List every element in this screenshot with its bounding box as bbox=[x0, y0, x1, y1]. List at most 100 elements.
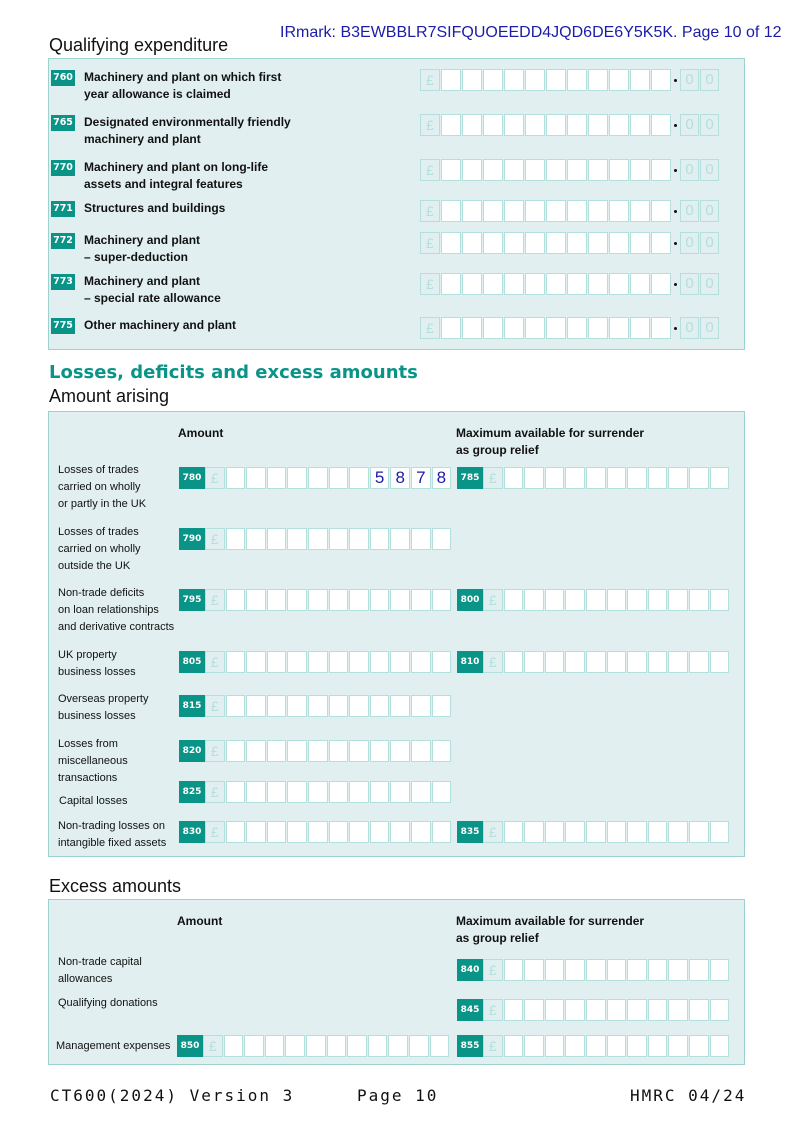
box-775-digit-cell[interactable] bbox=[504, 317, 524, 339]
box-785-digit-cell[interactable] bbox=[627, 467, 647, 489]
box-795-digit-cell[interactable] bbox=[287, 589, 307, 611]
box-855-digit-cell[interactable] bbox=[565, 1035, 585, 1057]
box-820-digit-cell[interactable] bbox=[411, 740, 431, 762]
box-825-digit-cell[interactable] bbox=[390, 781, 410, 803]
box-771-digit-cell[interactable] bbox=[546, 200, 566, 222]
box-855-digit-cell[interactable] bbox=[689, 1035, 709, 1057]
box-810-digit-cell[interactable] bbox=[627, 651, 647, 673]
box-850-digit-cell[interactable] bbox=[264, 1035, 285, 1057]
box-805-digit-cell[interactable] bbox=[266, 651, 287, 673]
box-795-digit-cell[interactable] bbox=[411, 589, 431, 611]
box-835-digit-cell[interactable] bbox=[586, 821, 606, 843]
box-760-digit-cell[interactable] bbox=[462, 69, 482, 91]
box-800-digit-cell[interactable] bbox=[503, 589, 524, 611]
box-765-digit-cell[interactable] bbox=[567, 114, 587, 136]
box-825-digit-cell[interactable] bbox=[431, 781, 452, 803]
box-770-digit-cell[interactable] bbox=[567, 159, 587, 181]
box-850-digit-cell[interactable] bbox=[367, 1035, 388, 1057]
box-840-digit-cell[interactable] bbox=[586, 959, 606, 981]
box-770-digit-cell[interactable] bbox=[651, 159, 671, 181]
box-765-digit-cell[interactable] bbox=[483, 114, 503, 136]
box-800-digit-cell[interactable] bbox=[627, 589, 647, 611]
box-810-digit-cell[interactable] bbox=[668, 651, 688, 673]
box-775-digit-cell[interactable] bbox=[609, 317, 629, 339]
box-825-digit-cell[interactable] bbox=[369, 781, 390, 803]
box-773-digit-cell[interactable] bbox=[630, 273, 650, 295]
box-830-digit-cell[interactable] bbox=[308, 821, 328, 843]
box-772-digit-cell[interactable] bbox=[609, 232, 629, 254]
box-775-digit-cell[interactable] bbox=[441, 317, 461, 339]
box-815-digit-cell[interactable] bbox=[390, 695, 410, 717]
box-795-digit-cell[interactable] bbox=[431, 589, 452, 611]
box-810-digit-cell[interactable] bbox=[606, 651, 627, 673]
box-855-digit-cell[interactable] bbox=[606, 1035, 627, 1057]
box-800-digit-cell[interactable] bbox=[689, 589, 709, 611]
box-765-digit-cell[interactable] bbox=[651, 114, 671, 136]
box-800-digit-cell[interactable] bbox=[606, 589, 627, 611]
box-840-digit-cell[interactable] bbox=[668, 959, 688, 981]
box-790-digit-cell[interactable] bbox=[308, 528, 328, 550]
box-845-digit-cell[interactable] bbox=[606, 999, 627, 1021]
box-815-digit-cell[interactable] bbox=[328, 695, 349, 717]
box-805-digit-cell[interactable] bbox=[369, 651, 390, 673]
box-770-digit-cell[interactable] bbox=[462, 159, 482, 181]
box-855-digit-cell[interactable] bbox=[647, 1035, 668, 1057]
box-773-digit-cell[interactable] bbox=[462, 273, 482, 295]
box-815-digit-cell[interactable] bbox=[266, 695, 287, 717]
box-810-digit-cell[interactable] bbox=[689, 651, 709, 673]
box-795-digit-cell[interactable] bbox=[266, 589, 287, 611]
box-771-digit-cell[interactable] bbox=[567, 200, 587, 222]
box-785-digit-cell[interactable] bbox=[586, 467, 606, 489]
box-771-digit-cell[interactable] bbox=[504, 200, 524, 222]
box-790-digit-cell[interactable] bbox=[328, 528, 349, 550]
box-770-digit-cell[interactable] bbox=[630, 159, 650, 181]
box-830-digit-cell[interactable] bbox=[390, 821, 410, 843]
box-780-digit-cell[interactable] bbox=[308, 467, 328, 489]
box-820-digit-cell[interactable] bbox=[246, 740, 266, 762]
box-835-digit-cell[interactable] bbox=[689, 821, 709, 843]
box-820-digit-cell[interactable] bbox=[431, 740, 452, 762]
box-800-digit-cell[interactable] bbox=[668, 589, 688, 611]
box-765-digit-cell[interactable] bbox=[525, 114, 545, 136]
box-790-digit-cell[interactable] bbox=[225, 528, 246, 550]
box-790-digit-cell[interactable] bbox=[246, 528, 266, 550]
box-772-digit-cell[interactable] bbox=[588, 232, 608, 254]
box-785-digit-cell[interactable] bbox=[503, 467, 524, 489]
box-800-digit-cell[interactable] bbox=[586, 589, 606, 611]
box-855-digit-cell[interactable] bbox=[668, 1035, 688, 1057]
box-855-digit-cell[interactable] bbox=[544, 1035, 565, 1057]
box-815-digit-cell[interactable] bbox=[349, 695, 369, 717]
box-825-digit-cell[interactable] bbox=[411, 781, 431, 803]
box-770-digit-cell[interactable] bbox=[609, 159, 629, 181]
box-790-digit-cell[interactable] bbox=[390, 528, 410, 550]
box-772-digit-cell[interactable] bbox=[462, 232, 482, 254]
box-805-digit-cell[interactable] bbox=[349, 651, 369, 673]
box-760-digit-cell[interactable] bbox=[525, 69, 545, 91]
box-835-digit-cell[interactable] bbox=[565, 821, 585, 843]
box-773-digit-cell[interactable] bbox=[483, 273, 503, 295]
box-773-digit-cell[interactable] bbox=[609, 273, 629, 295]
box-785-digit-cell[interactable] bbox=[524, 467, 544, 489]
box-815-digit-cell[interactable] bbox=[308, 695, 328, 717]
box-820-digit-cell[interactable] bbox=[328, 740, 349, 762]
box-795-digit-cell[interactable] bbox=[369, 589, 390, 611]
box-835-digit-cell[interactable] bbox=[668, 821, 688, 843]
box-765-digit-cell[interactable] bbox=[546, 114, 566, 136]
box-785-digit-cell[interactable] bbox=[668, 467, 688, 489]
box-850-digit-cell[interactable] bbox=[409, 1035, 429, 1057]
box-825-digit-cell[interactable] bbox=[349, 781, 369, 803]
box-810-digit-cell[interactable] bbox=[503, 651, 524, 673]
box-845-digit-cell[interactable] bbox=[565, 999, 585, 1021]
box-835-digit-cell[interactable] bbox=[524, 821, 544, 843]
box-795-digit-cell[interactable] bbox=[225, 589, 246, 611]
box-815-digit-cell[interactable] bbox=[246, 695, 266, 717]
box-805-digit-cell[interactable] bbox=[431, 651, 452, 673]
box-771-digit-cell[interactable] bbox=[525, 200, 545, 222]
box-815-digit-cell[interactable] bbox=[287, 695, 307, 717]
box-825-digit-cell[interactable] bbox=[266, 781, 287, 803]
box-855-digit-cell[interactable] bbox=[524, 1035, 544, 1057]
box-795-digit-cell[interactable] bbox=[308, 589, 328, 611]
box-760-digit-cell[interactable] bbox=[588, 69, 608, 91]
box-805-digit-cell[interactable] bbox=[390, 651, 410, 673]
box-780-digit-cell[interactable] bbox=[328, 467, 349, 489]
